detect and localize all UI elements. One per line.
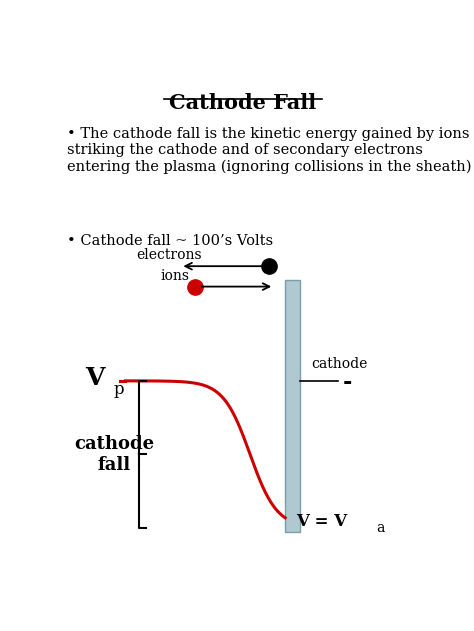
Bar xyxy=(285,280,300,533)
Text: a: a xyxy=(376,521,384,535)
Text: ions: ions xyxy=(160,269,189,283)
Text: • The cathode fall is the kinetic energy gained by ions striking the cathode and: • The cathode fall is the kinetic energy… xyxy=(66,127,471,174)
Text: • Cathode fall ~ 100’s Volts: • Cathode fall ~ 100’s Volts xyxy=(66,233,273,247)
Text: cathode
fall: cathode fall xyxy=(74,435,154,474)
Text: V = V: V = V xyxy=(296,513,347,530)
Text: Cathode Fall: Cathode Fall xyxy=(169,93,317,113)
Text: p: p xyxy=(114,381,124,398)
Text: electrons: electrons xyxy=(137,248,202,262)
Text: V: V xyxy=(85,367,104,391)
Text: cathode: cathode xyxy=(311,357,367,371)
Text: -: - xyxy=(343,372,352,394)
